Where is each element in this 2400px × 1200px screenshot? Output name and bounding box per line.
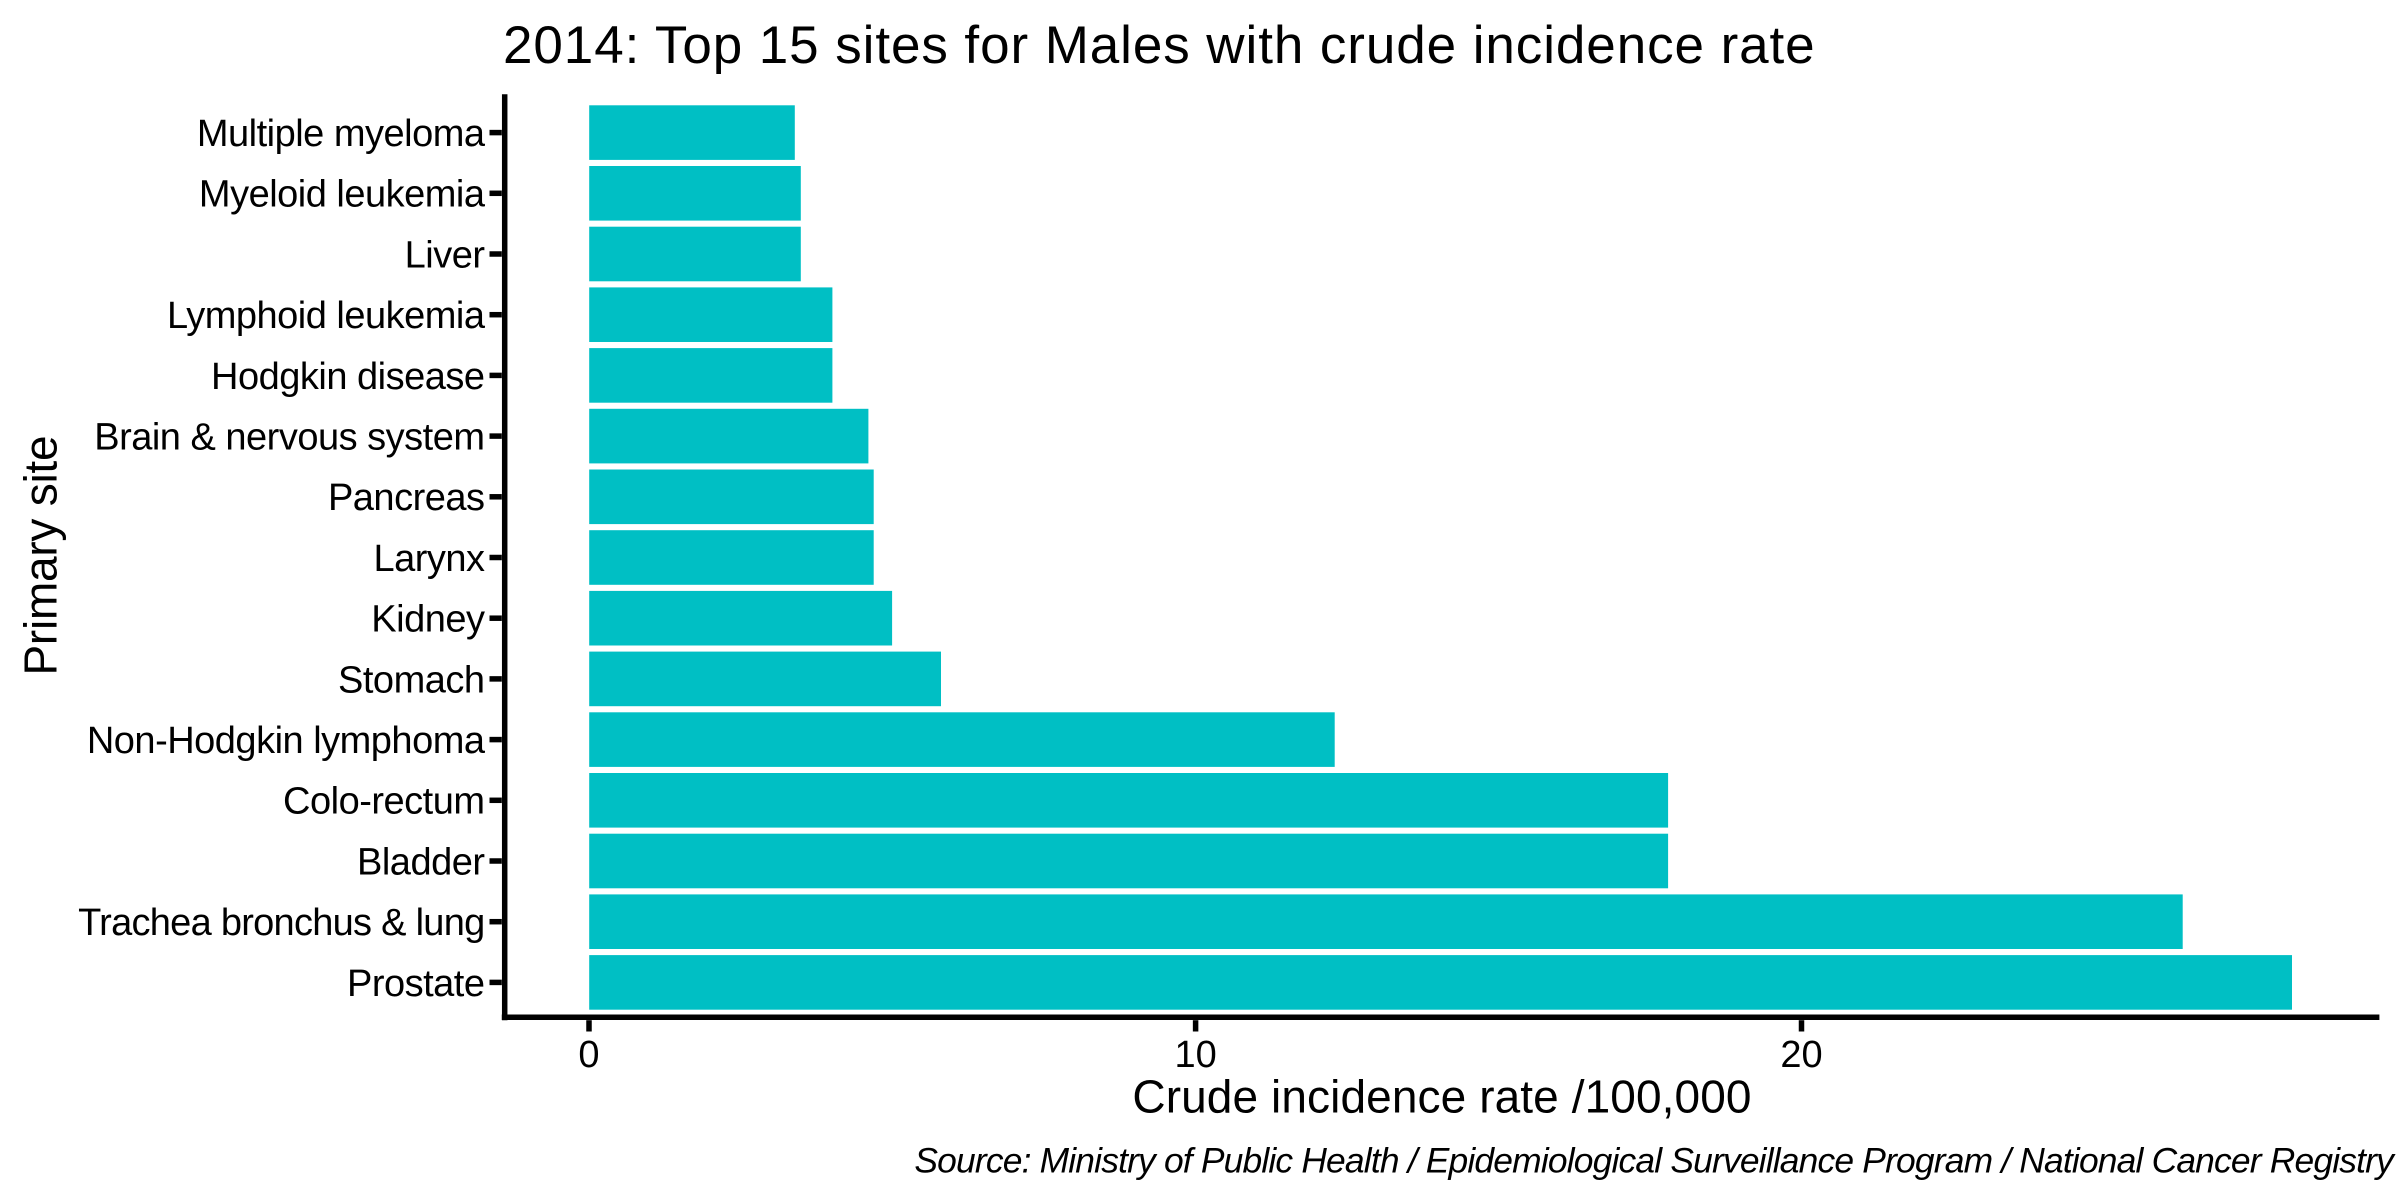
svg-text:Source: Ministry of Public Hea: Source: Ministry of Public Health / Epid… [914, 1141, 2396, 1181]
svg-text:Lymphoid leukemia: Lymphoid leukemia [167, 295, 486, 337]
svg-text:0: 0 [578, 1034, 599, 1076]
svg-text:Pancreas: Pancreas [328, 477, 485, 519]
svg-text:Brain & nervous system: Brain & nervous system [94, 417, 484, 459]
svg-text:Multiple myeloma: Multiple myeloma [197, 113, 486, 155]
svg-text:Liver: Liver [405, 234, 486, 276]
svg-text:Prostate: Prostate [347, 963, 485, 1005]
svg-text:Bladder: Bladder [357, 841, 485, 883]
svg-text:Stomach: Stomach [338, 659, 484, 701]
svg-text:Hodgkin disease: Hodgkin disease [211, 356, 484, 398]
svg-text:Primary site: Primary site [15, 436, 67, 676]
svg-text:Trachea bronchus & lung: Trachea bronchus & lung [78, 902, 484, 944]
svg-text:2014: Top 15 sites for Males w: 2014: Top 15 sites for Males with crude … [503, 16, 1816, 75]
svg-text:Colo-rectum: Colo-rectum [283, 781, 484, 823]
svg-text:20: 20 [1780, 1034, 1822, 1076]
svg-text:10: 10 [1174, 1034, 1216, 1076]
svg-text:Larynx: Larynx [373, 538, 485, 580]
svg-text:Non-Hodgkin lymphoma: Non-Hodgkin lymphoma [87, 720, 486, 762]
svg-text:Myeloid leukemia: Myeloid leukemia [199, 174, 486, 216]
svg-text:Kidney: Kidney [371, 599, 485, 641]
svg-text:Crude incidence rate /100,000: Crude incidence rate /100,000 [1132, 1070, 1751, 1122]
